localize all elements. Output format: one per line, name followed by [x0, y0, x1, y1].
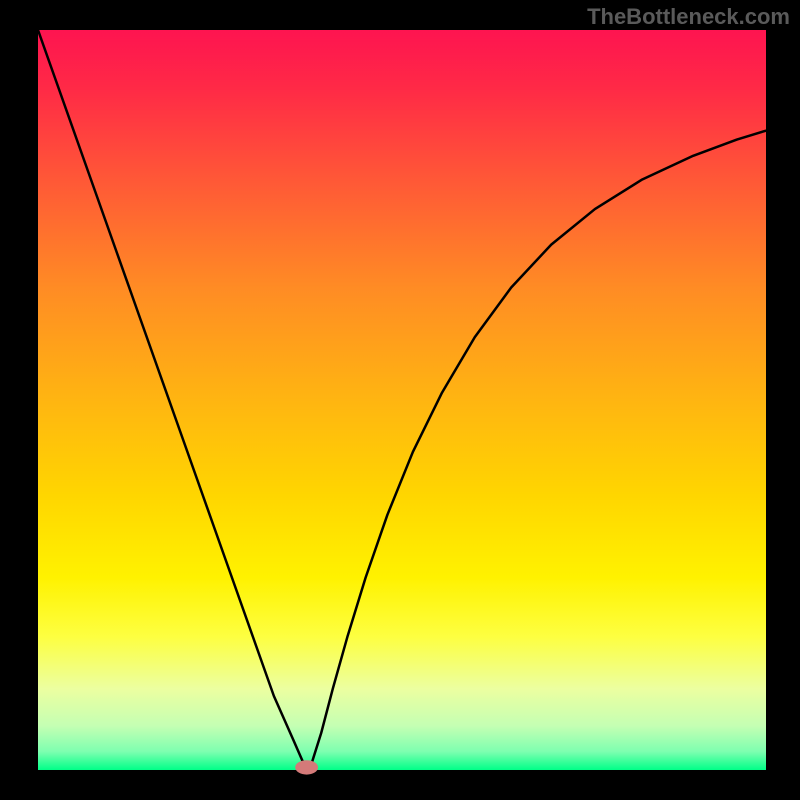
chart-frame: TheBottleneck.com: [0, 0, 800, 800]
watermark-text: TheBottleneck.com: [587, 4, 790, 30]
minimum-marker: [296, 761, 318, 774]
chart-svg: [0, 0, 800, 800]
plot-background: [38, 30, 766, 770]
